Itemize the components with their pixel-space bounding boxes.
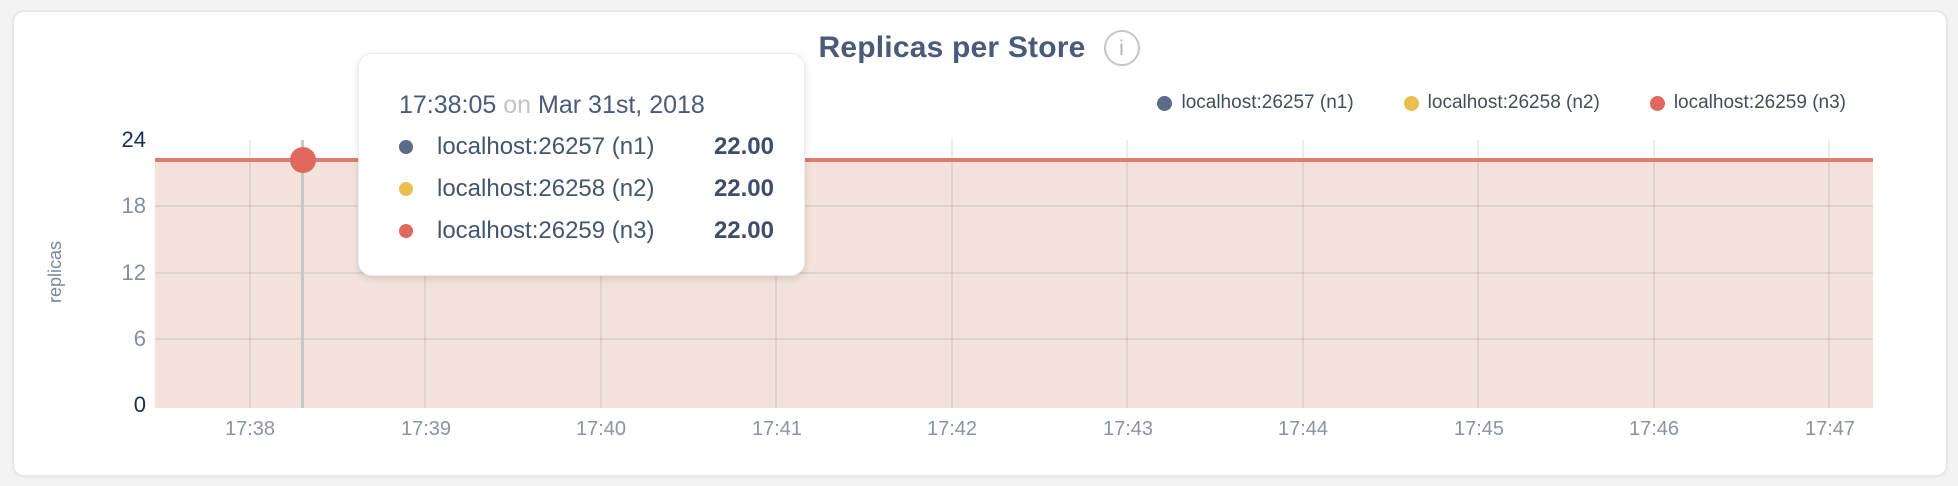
series-color-dot	[1649, 95, 1665, 111]
legend-label: localhost:26258 (n2)	[1427, 92, 1600, 113]
legend-label: localhost:26257 (n1)	[1181, 92, 1354, 113]
x-tick: 17:38	[224, 418, 276, 440]
series-color-dot	[399, 140, 413, 154]
chart-title: Replicas per Store	[818, 31, 1086, 64]
gridline-vertical	[249, 140, 251, 408]
y-tick-6: 6	[133, 326, 146, 351]
series-color-dot	[1403, 95, 1419, 111]
x-tick: 17:43	[1102, 418, 1154, 440]
gridline-horizontal	[155, 205, 1873, 207]
chart-title-row: Replicas per Store i	[0, 30, 1958, 66]
tooltip-connector: on	[503, 91, 532, 119]
legend-item-n3[interactable]: localhost:26259 (n3)	[1649, 92, 1846, 114]
gridline-vertical	[1302, 140, 1304, 408]
series-color-dot	[1157, 95, 1173, 111]
tooltip-time: 17:38:05	[399, 91, 497, 119]
x-tick: 17:46	[1628, 418, 1680, 440]
legend-label: localhost:26259 (n3)	[1673, 92, 1846, 113]
tooltip-row: localhost:26257 (n1) 22.00	[399, 132, 774, 162]
tooltip-series-value: 22.00	[713, 175, 774, 202]
gridline-horizontal	[155, 272, 1873, 274]
x-tick: 17:45	[1453, 418, 1505, 440]
x-tick: 17:40	[575, 418, 627, 440]
legend: localhost:26257 (n1) localhost:26258 (n2…	[1157, 92, 1846, 114]
hover-cursor-line	[301, 140, 304, 408]
tooltip-series-value: 22.00	[713, 217, 774, 244]
x-tick: 17:42	[926, 418, 978, 440]
hover-point-dot	[290, 147, 316, 173]
y-tick-18: 18	[121, 193, 146, 218]
tooltip-series-label: localhost:26258 (n2)	[437, 175, 655, 202]
series-color-dot	[399, 224, 413, 238]
tooltip-timestamp: 17:38:05 on Mar 31st, 2018	[399, 90, 774, 120]
y-tick-12: 12	[121, 260, 146, 285]
series-color-dot	[399, 182, 413, 196]
x-tick: 17:47	[1804, 418, 1856, 440]
gridline-vertical	[1126, 140, 1128, 408]
tooltip-series-value: 22.00	[713, 133, 774, 160]
y-tick-0: 0	[133, 392, 146, 417]
y-tick-24: 24	[121, 127, 146, 152]
legend-item-n1[interactable]: localhost:26257 (n1)	[1157, 92, 1354, 114]
tooltip-row: localhost:26258 (n2) 22.00	[399, 174, 774, 204]
tooltip-series-label: localhost:26257 (n1)	[437, 133, 655, 160]
gridline-vertical	[1653, 140, 1655, 408]
gridline-vertical	[1477, 140, 1479, 408]
x-tick: 17:44	[1277, 418, 1329, 440]
info-icon[interactable]: i	[1103, 30, 1140, 66]
tooltip-date: Mar 31st, 2018	[538, 91, 705, 119]
hover-tooltip: 17:38:05 on Mar 31st, 2018 localhost:262…	[358, 53, 805, 276]
gridline-vertical	[1828, 140, 1830, 408]
info-icon-glyph: i	[1119, 36, 1124, 60]
x-tick: 17:41	[751, 418, 803, 440]
tooltip-row: localhost:26259 (n3) 22.00	[399, 216, 774, 246]
series-line	[155, 158, 1873, 162]
gridline-horizontal	[155, 338, 1873, 340]
tooltip-series-label: localhost:26259 (n3)	[437, 217, 655, 244]
legend-item-n2[interactable]: localhost:26258 (n2)	[1403, 92, 1600, 114]
gridline-vertical	[951, 140, 953, 408]
x-tick: 17:39	[400, 418, 452, 440]
